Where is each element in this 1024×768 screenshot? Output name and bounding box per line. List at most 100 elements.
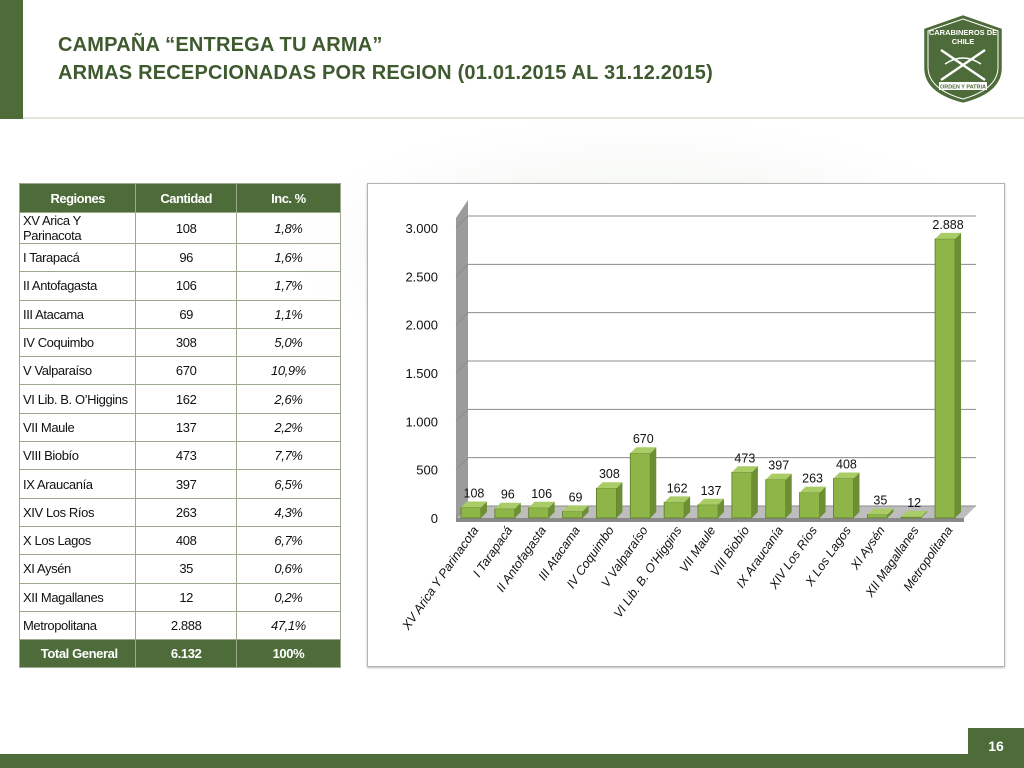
gridline [455, 215, 976, 229]
bar-top [867, 508, 894, 515]
data-label: 162 [667, 481, 688, 495]
bar [460, 507, 482, 519]
data-label: 137 [701, 484, 722, 498]
cell-region: XV Arica Y Parinacota [18, 212, 137, 244]
footer-bar [0, 754, 1024, 768]
bar-side [819, 486, 826, 518]
data-label: 106 [531, 487, 552, 501]
cell-region: Metropolitana [18, 610, 137, 641]
cell-region: XI Aysén [18, 554, 137, 584]
cell-region: VII Maule [18, 412, 137, 443]
table-row: XII Magallanes 12 0,2% [18, 582, 342, 612]
bar [697, 504, 719, 519]
page-title-line1: CAMPAÑA “ENTREGA TU ARMA” [58, 34, 383, 56]
data-label: 397 [768, 459, 789, 473]
chart-side-wall [456, 200, 468, 518]
bar-side [853, 472, 860, 518]
cell-cantidad: 308 [135, 327, 237, 358]
cell-cantidad: 35 [135, 554, 237, 584]
header-divider [23, 117, 1024, 119]
cell-total-inc: 100% [235, 639, 342, 669]
y-tick-label: 3.000 [405, 221, 438, 236]
y-tick-label: 2.000 [405, 318, 438, 333]
bar [731, 471, 753, 519]
bar-side [785, 473, 792, 518]
cell-inc: 1,6% [235, 242, 342, 273]
bar [866, 514, 888, 519]
bar-top [799, 486, 826, 493]
bar-top [460, 501, 487, 508]
bar-side [582, 505, 589, 518]
cell-inc: 0,2% [235, 582, 342, 612]
data-label: 12 [907, 496, 921, 510]
table-row: XV Arica Y Parinacota 108 1,8% [18, 212, 342, 244]
table-header-row: Regiones Cantidad Inc. % [18, 183, 342, 213]
cell-region: I Tarapacá [18, 242, 137, 273]
table-row: XIV Los Ríos 263 4,3% [18, 497, 342, 527]
cell-inc: 5,0% [235, 327, 342, 358]
bar [799, 492, 821, 519]
bar-side [887, 508, 894, 518]
bar-side [684, 496, 691, 518]
table-row: X Los Lagos 408 6,7% [18, 525, 342, 556]
bar-side [650, 447, 657, 518]
logo-text-motto: ORDEN Y PATRIA [940, 85, 986, 91]
cell-region: III Atacama [18, 299, 137, 329]
cell-inc: 0,6% [235, 554, 342, 584]
cell-inc: 1,1% [235, 299, 342, 329]
bar-side [514, 502, 521, 518]
cell-cantidad: 397 [135, 469, 237, 499]
cell-total-label: Total General [18, 639, 137, 669]
cell-cantidad: 162 [135, 384, 237, 414]
bar-top [901, 510, 928, 517]
y-tick-label: 0 [431, 511, 438, 526]
cell-region: X Los Lagos [18, 525, 137, 556]
cell-region: IV Coquimbo [18, 327, 137, 358]
cell-inc: 10,9% [235, 356, 342, 386]
bar-top [494, 502, 521, 509]
regions-table: Regiones Cantidad Inc. % XV Arica Y Pari… [18, 183, 342, 669]
bar [663, 501, 685, 519]
cell-cantidad: 670 [135, 356, 237, 386]
y-tick-label: 500 [416, 463, 438, 478]
bar [595, 487, 617, 519]
bar-side [921, 510, 928, 518]
table-row: VIII Biobío 473 7,7% [18, 441, 342, 471]
table-row: IV Coquimbo 308 5,0% [18, 327, 342, 358]
bar-top [698, 498, 724, 505]
cell-cantidad: 2.888 [135, 610, 237, 641]
col-header-inc: Inc. % [235, 183, 342, 213]
bar-side [480, 501, 487, 518]
data-label: 108 [464, 487, 485, 501]
data-label: 408 [836, 458, 857, 472]
bar-side [548, 501, 555, 518]
bar [494, 508, 516, 519]
bar-top [562, 505, 589, 512]
gridline [455, 457, 976, 471]
table-row: V Valparaíso 670 10,9% [18, 356, 342, 386]
bar-top [935, 232, 962, 239]
data-label: 69 [569, 490, 583, 504]
page-title-line2: ARMAS RECEPCIONADAS POR REGION (01.01.20… [58, 62, 713, 84]
cell-cantidad: 408 [135, 525, 237, 556]
cell-inc: 4,3% [235, 497, 342, 527]
cell-inc: 2,6% [235, 384, 342, 414]
bar [934, 238, 956, 519]
bar [528, 507, 550, 519]
logo-text-chile: CHILE [952, 37, 975, 46]
gridline [455, 312, 976, 326]
col-header-regiones: Regiones [18, 183, 137, 213]
carabineros-logo: CARABINEROS DE CHILE ORDEN Y PATRIA [921, 12, 1005, 106]
bar [629, 452, 651, 519]
bar-top [630, 447, 657, 454]
bar-top [833, 472, 860, 479]
cell-total-cantidad: 6.132 [135, 639, 237, 669]
cell-cantidad: 137 [135, 412, 237, 443]
table-row: II Antofagasta 106 1,7% [18, 271, 342, 301]
cell-region: II Antofagasta [18, 271, 137, 301]
cell-inc: 2,2% [235, 412, 342, 443]
bar-chart-svg: 0 500 1.000 1.500 2.000 2.500 3.000 108 XV Arica… [399, 200, 976, 633]
table-row: Metropolitana 2.888 47,1% [18, 610, 342, 641]
bar-top [664, 496, 691, 503]
cell-region: VIII Biobío [18, 441, 137, 471]
